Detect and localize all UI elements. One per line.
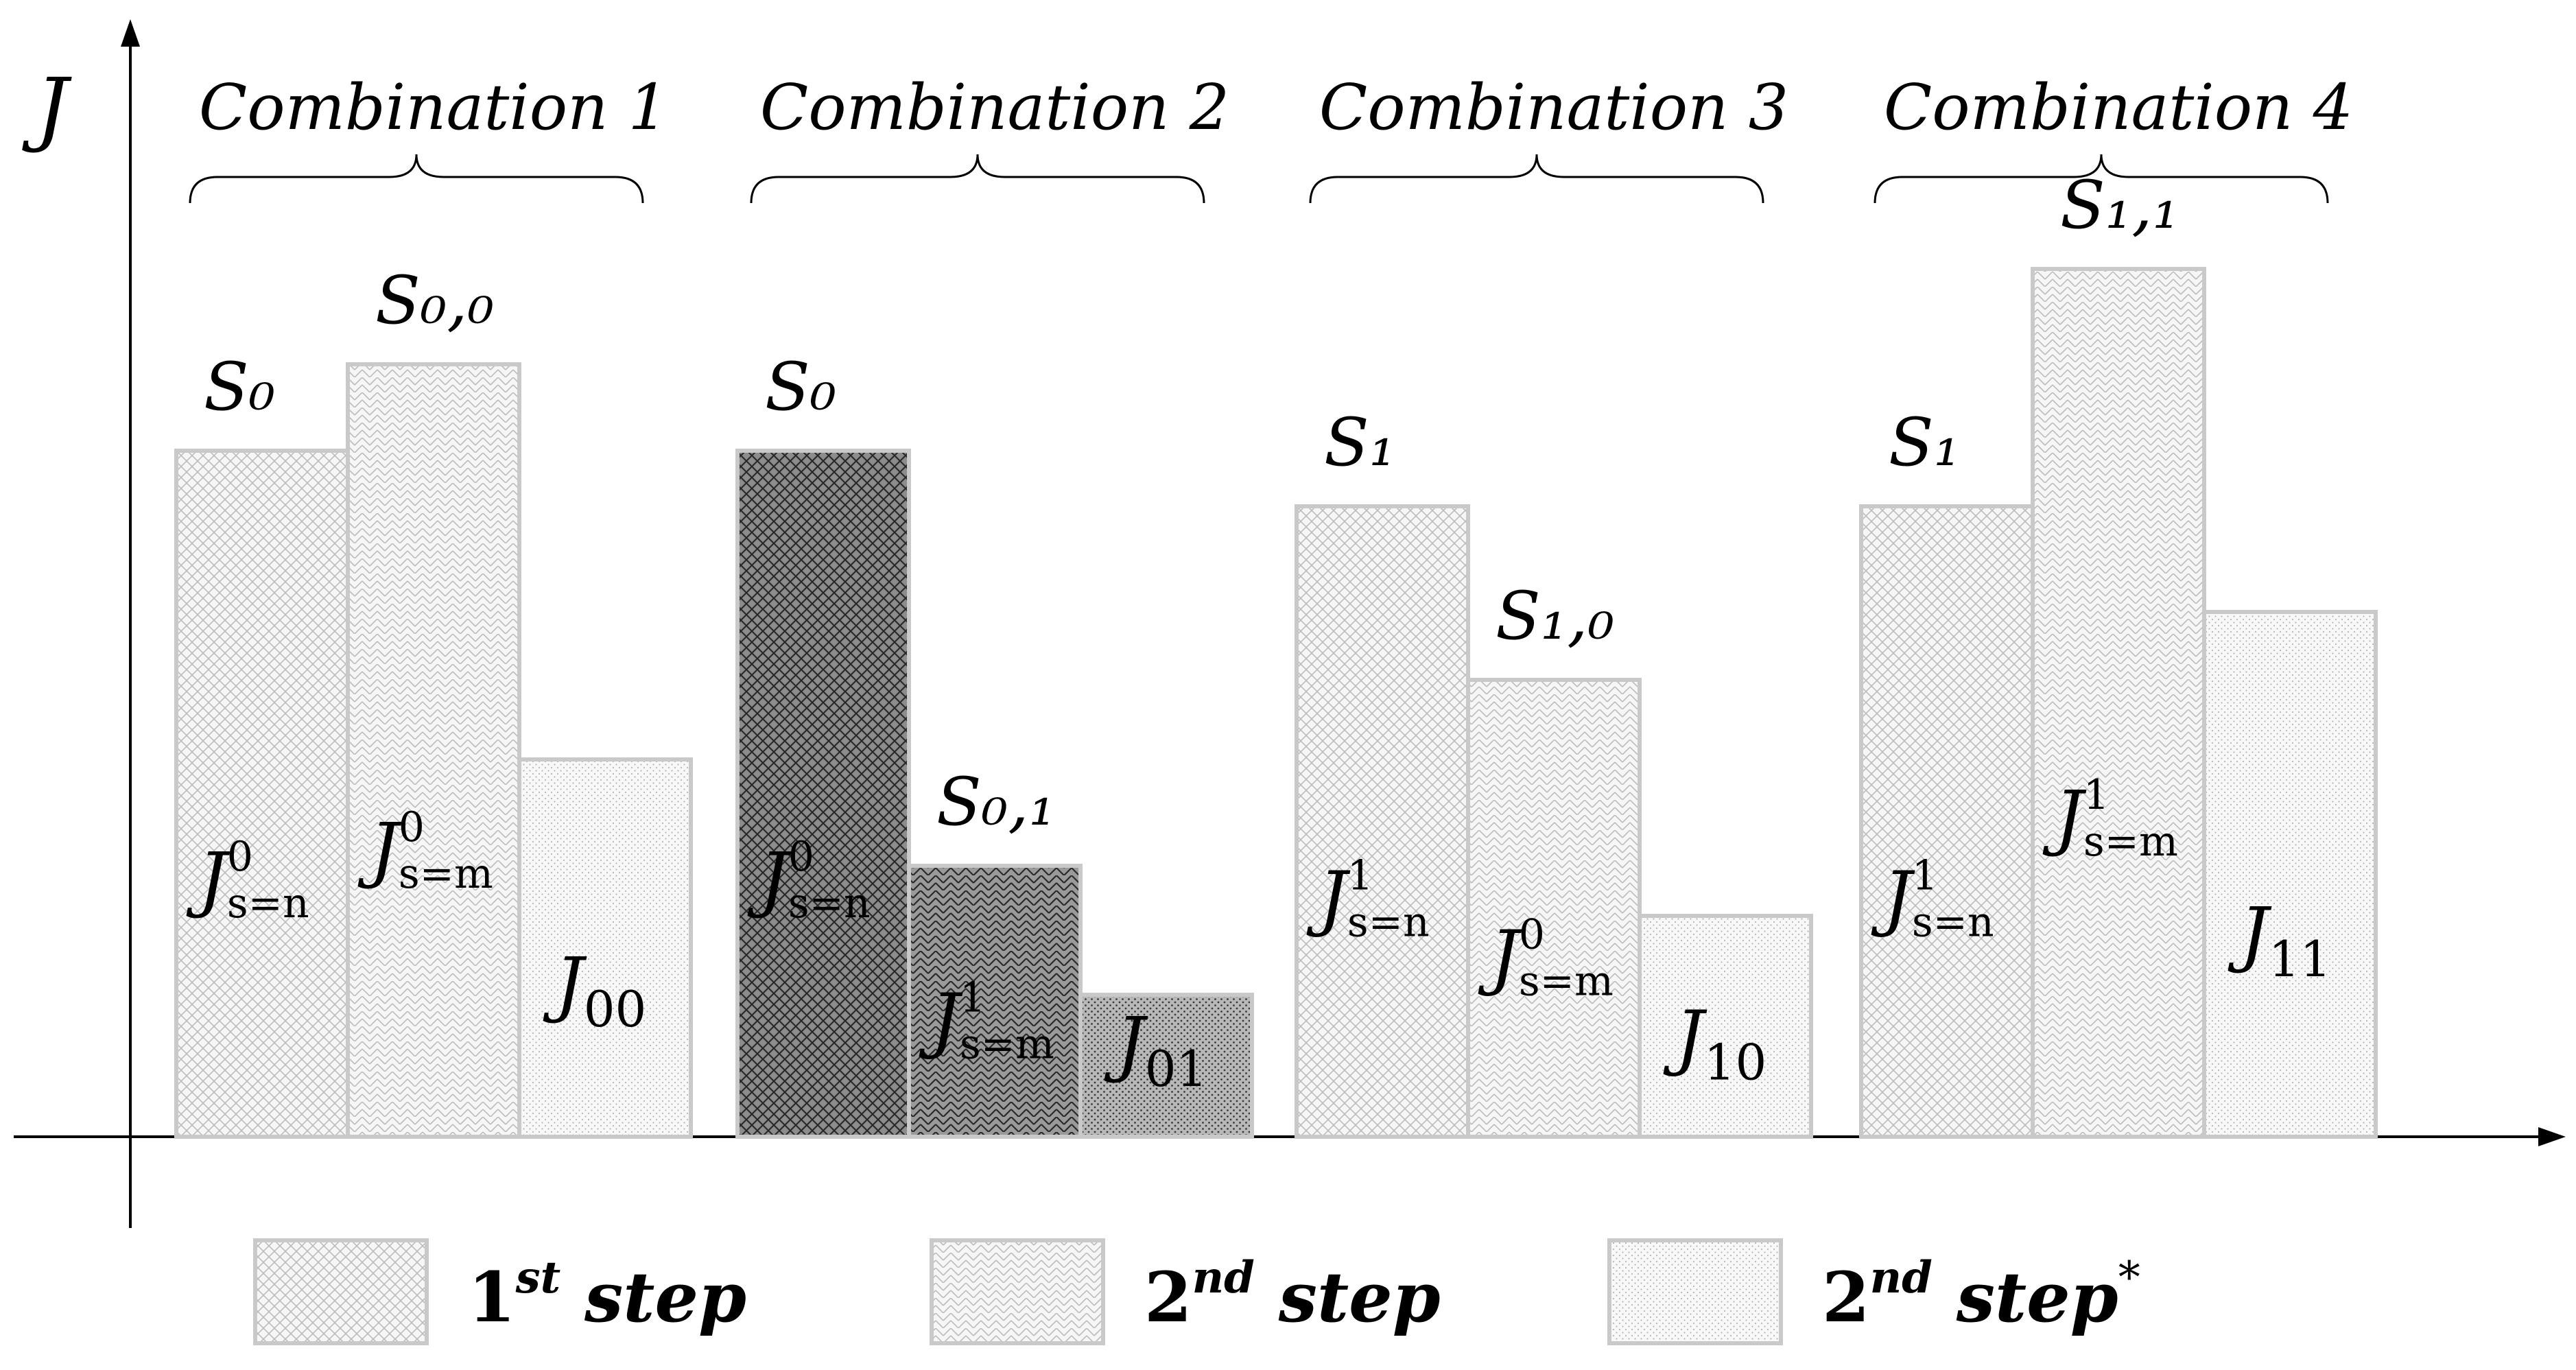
- bar-top-label: S₁,₀: [1496, 578, 1614, 654]
- bar-step1: [174, 449, 350, 1139]
- bar-top-label: S₀,₁: [936, 764, 1055, 840]
- bar-step2star: [2202, 610, 2378, 1139]
- x-axis-arrowhead: [2538, 1127, 2566, 1146]
- legend: 1st step 2nd step 2nd step*: [253, 1238, 2140, 1345]
- bar-step2: [1466, 678, 1642, 1139]
- legend-label: 2nd step*: [1822, 1252, 2140, 1338]
- bar-step1: [1295, 504, 1470, 1139]
- legend-swatch: [930, 1238, 1105, 1345]
- group-title: Combination 2: [760, 71, 1229, 144]
- legend-label: 2nd step: [1144, 1252, 1441, 1338]
- legend-item-step1: 1st step: [253, 1238, 746, 1345]
- bar-step1: [735, 449, 911, 1139]
- bar-inner-label: J1 s=m: [919, 974, 1054, 1069]
- group-brace: [1874, 154, 2329, 204]
- bar-step2: [346, 362, 521, 1139]
- y-axis-arrowhead: [121, 19, 140, 47]
- bar-step2star: [517, 757, 693, 1139]
- group-brace: [1309, 154, 1764, 204]
- bar-step2: [2031, 267, 2206, 1139]
- bar-top-label: S₁: [1889, 404, 1960, 481]
- group-brace: [750, 154, 1205, 204]
- bar-step2star: [1078, 993, 1254, 1139]
- group-title: Combination 1: [199, 71, 668, 144]
- bar-top-label: S₀: [765, 349, 836, 425]
- bar-step1: [1859, 504, 2035, 1139]
- bar-top-label: S₁: [1324, 404, 1395, 481]
- group-title: Combination 3: [1319, 71, 1788, 144]
- legend-item-step2: 2nd step: [930, 1238, 1441, 1345]
- bar-top-label: S₀: [204, 349, 275, 425]
- y-axis-label: J: [22, 60, 72, 155]
- bar-step2star: [1638, 914, 1813, 1139]
- legend-item-step2star: 2nd step*: [1607, 1238, 2140, 1345]
- bar-top-label: S₀,₀: [375, 262, 494, 339]
- bar-top-label: S₁,₁: [2060, 167, 2179, 244]
- legend-swatch: [1607, 1238, 1783, 1345]
- group-brace: [189, 154, 644, 204]
- legend-swatch: [253, 1238, 429, 1345]
- group-title: Combination 4: [1884, 71, 2353, 144]
- legend-label: 1st step: [468, 1252, 746, 1338]
- bar-step2: [907, 864, 1083, 1139]
